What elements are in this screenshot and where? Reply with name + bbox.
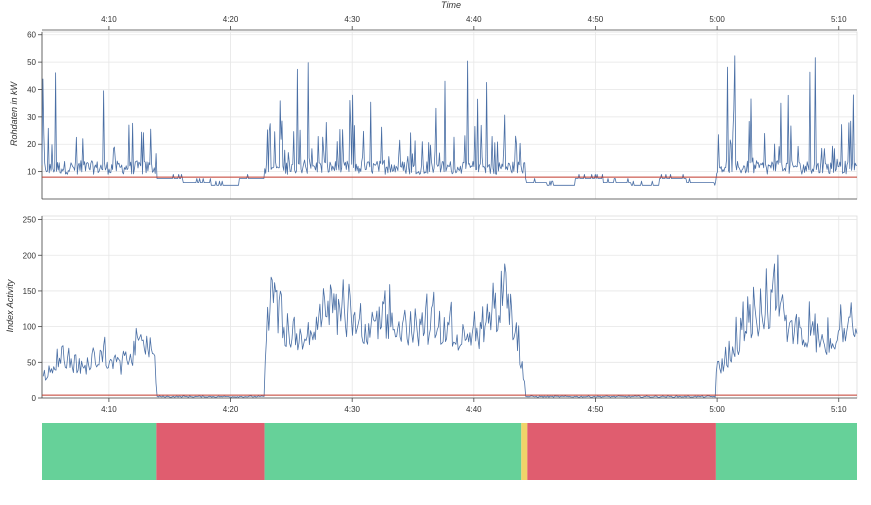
y-tick-label: 50 <box>27 58 36 67</box>
top-axis-tick-label: 5:10 <box>831 15 847 24</box>
state-segment-transition <box>521 423 528 480</box>
top-axis-tick-label: 4:50 <box>588 15 604 24</box>
y-tick-label: 60 <box>27 31 36 40</box>
x-tick-label: 4:10 <box>101 405 117 414</box>
x-tick-label: 4:30 <box>344 405 360 414</box>
state-segment-active <box>715 423 857 480</box>
y-tick-label: 30 <box>27 113 36 122</box>
state-segment-active <box>42 423 157 480</box>
y-tick-label: 200 <box>23 251 37 260</box>
index-activity-panel: 0 50 100 150 200 250 4:10 4:20 4:30 4:40 4:50 5:00 5… <box>23 215 858 414</box>
x-tick-label: 5:00 <box>709 405 725 414</box>
top-time-axis: 4:10 4:20 4:30 4:40 4:50 5:00 5:10 <box>42 15 857 31</box>
series-line <box>41 55 858 186</box>
top-axis-tick-label: 4:40 <box>466 15 482 24</box>
top-axis-tick-label: 5:00 <box>709 15 725 24</box>
time-axis-title: Time <box>441 0 461 10</box>
state-segment-idle <box>527 423 716 480</box>
state-segment-idle <box>156 423 265 480</box>
top-axis-tick-label: 4:20 <box>223 15 239 24</box>
y-tick-label: 250 <box>23 216 37 225</box>
x-tick-label: 4:50 <box>588 405 604 414</box>
x-tick-label: 5:10 <box>831 405 847 414</box>
top-axis-tick-label: 4:30 <box>344 15 360 24</box>
y-tick-label: 50 <box>27 358 36 367</box>
state-band <box>42 423 857 480</box>
top-axis-tick-label: 4:10 <box>101 15 117 24</box>
plot-frame <box>41 215 858 399</box>
rohdaten-panel: 10 20 30 40 50 60 <box>27 31 858 200</box>
y-tick-label: 150 <box>23 287 37 296</box>
y-tick-label: 40 <box>27 85 36 94</box>
x-tick-label: 4:20 <box>223 405 239 414</box>
y-tick-label: 100 <box>23 323 37 332</box>
y-tick-label: 0 <box>32 394 37 403</box>
y-tick-label: 10 <box>27 168 36 177</box>
state-segment-active <box>264 423 522 480</box>
y-tick-label: 20 <box>27 140 36 149</box>
index-activity-ylabel: Index Activity <box>5 279 15 332</box>
x-tick-label: 4:40 <box>466 405 482 414</box>
rohdaten-ylabel: Rohdaten in kW <box>9 80 19 146</box>
series-line <box>42 254 858 398</box>
